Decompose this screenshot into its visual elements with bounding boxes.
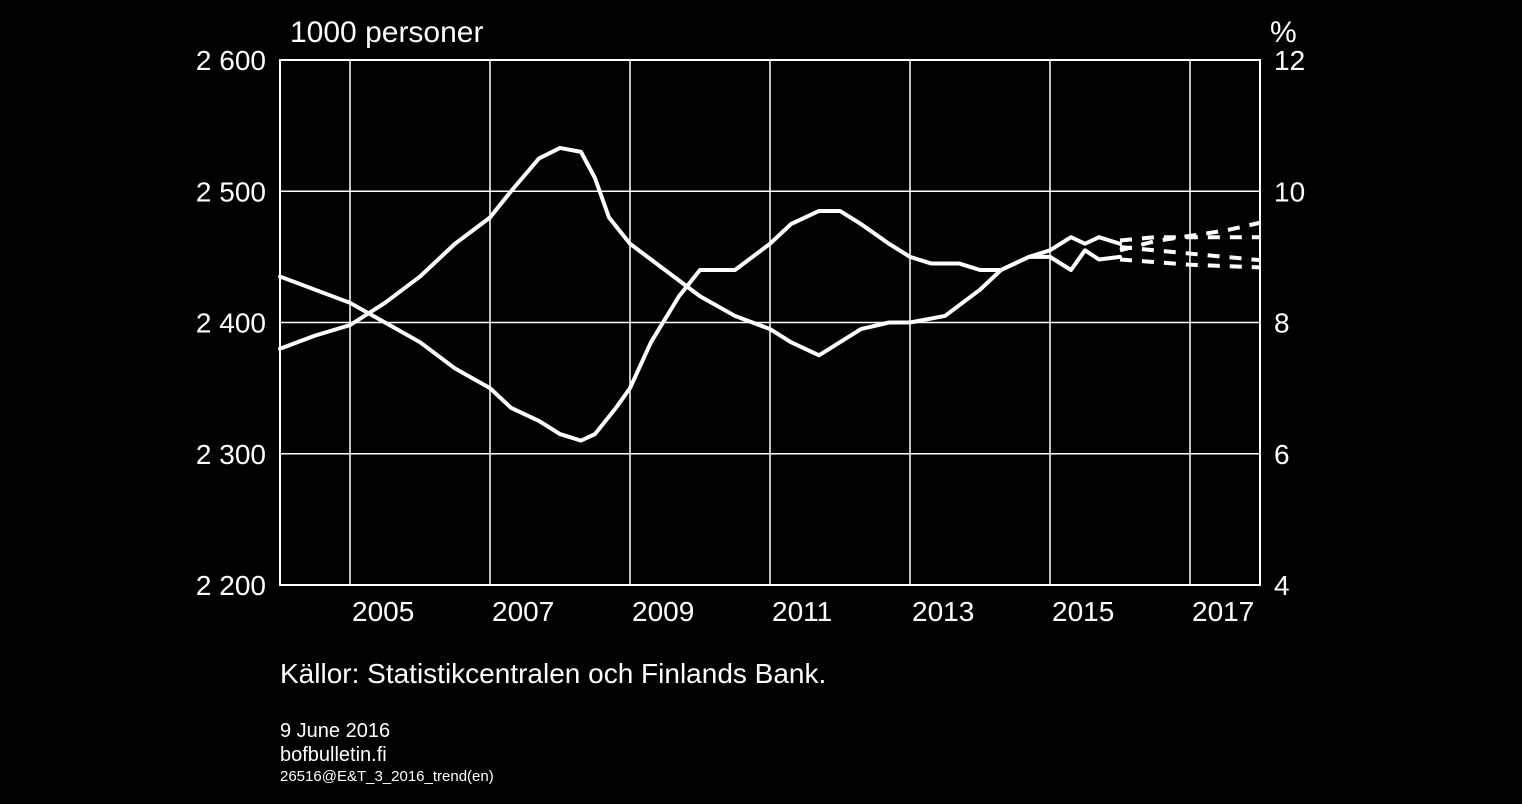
x-tick-label: 2013 xyxy=(912,596,974,627)
y-right-tick-label: 10 xyxy=(1274,176,1305,207)
x-tick-label: 2017 xyxy=(1192,596,1254,627)
y-left-tick-label: 2 600 xyxy=(196,45,266,76)
series-unemployment-rate xyxy=(280,211,1120,441)
x-tick-label: 2005 xyxy=(352,596,414,627)
chart-container: 2 200 2 300 2 400 2 500 2 600 4 6 8 10 12 2005 2007… xyxy=(0,0,1522,804)
x-tick-label: 2007 xyxy=(492,596,554,627)
y-right-tick-label: 12 xyxy=(1274,45,1305,76)
series-employed-persons xyxy=(280,148,1120,355)
y-left-title: 1000 personer xyxy=(290,16,483,49)
date-caption: 9 June 2016 xyxy=(280,720,390,743)
y-right-tick-label: 6 xyxy=(1274,439,1290,470)
y-left-tick-label: 2 200 xyxy=(196,570,266,601)
y-left-tick-label: 2 400 xyxy=(196,308,266,339)
code-caption: 26516@E&T_3_2016_trend(en) xyxy=(280,768,494,785)
y-right-tick-label: 8 xyxy=(1274,308,1290,339)
site-caption: bofbulletin.fi xyxy=(280,744,387,767)
x-tick-label: 2015 xyxy=(1052,596,1114,627)
x-tick-label: 2011 xyxy=(772,596,832,627)
y-left-tick-label: 2 300 xyxy=(196,439,266,470)
y-left-tick-label: 2 500 xyxy=(196,176,266,207)
source-caption: Källor: Statistikcentralen och Finlands … xyxy=(280,658,826,690)
y-right-title: % xyxy=(1270,16,1297,49)
x-tick-label: 2009 xyxy=(632,596,694,627)
y-right-tick-label: 4 xyxy=(1274,570,1290,601)
